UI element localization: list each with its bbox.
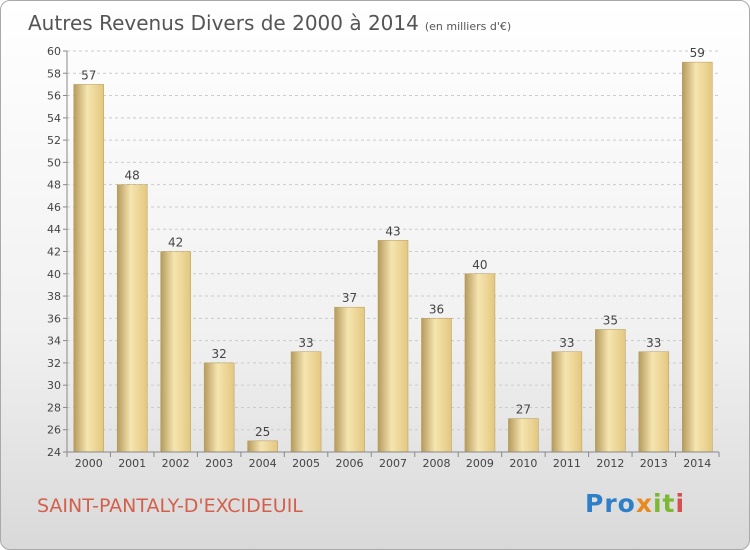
data-label-2003: 32 — [211, 347, 226, 361]
y-tick-label: 52 — [47, 134, 61, 147]
x-tick-label-2009: 2009 — [466, 457, 494, 470]
x-tick-label-2001: 2001 — [118, 457, 146, 470]
bar-2001 — [116, 184, 148, 453]
bar-2002 — [160, 251, 191, 453]
y-tick-label: 44 — [47, 223, 61, 236]
x-tick-label-2007: 2007 — [379, 457, 407, 470]
y-tick-label: 48 — [47, 179, 61, 192]
y-tick-label: 24 — [47, 446, 61, 459]
x-tick-label-2004: 2004 — [249, 457, 277, 470]
bar-2005 — [290, 351, 322, 453]
logo-part-it: it — [652, 489, 676, 518]
y-tick-label: 58 — [47, 67, 61, 80]
y-tick-label: 30 — [47, 379, 61, 392]
location-label: SAINT-PANTALY-D'EXCIDEUIL — [37, 495, 303, 517]
x-tick-label-2003: 2003 — [205, 457, 233, 470]
x-tick-label-2006: 2006 — [336, 457, 364, 470]
data-label-2011: 33 — [559, 336, 574, 350]
y-tick-label: 46 — [47, 201, 61, 214]
x-tick-label-2013: 2013 — [640, 457, 668, 470]
x-tick-label-2000: 2000 — [75, 457, 103, 470]
data-label-2001: 48 — [125, 169, 140, 183]
chart-subtitle: (en milliers d'€) — [424, 20, 512, 33]
bar-2012 — [595, 329, 626, 453]
bar-2013 — [638, 351, 670, 453]
bar-2003 — [203, 362, 235, 453]
data-label-2009: 40 — [472, 258, 487, 272]
bar-2008 — [421, 318, 452, 453]
x-tick-label-2002: 2002 — [162, 457, 190, 470]
bar-2011 — [551, 351, 583, 453]
bar-2014 — [682, 61, 713, 453]
logo-part-i: i — [675, 489, 686, 518]
x-tick-label-2011: 2011 — [553, 457, 581, 470]
x-tick-label-2014: 2014 — [683, 457, 711, 470]
data-label-2007: 43 — [385, 224, 400, 238]
y-tick-label: 32 — [47, 357, 61, 370]
x-tick-label-2008: 2008 — [422, 457, 450, 470]
data-label-2005: 33 — [298, 336, 313, 350]
chart-title-text: Autres Revenus Divers de 2000 à 2014 — [28, 11, 419, 35]
logo-part-pro: Pro — [585, 489, 636, 518]
data-label-2012: 35 — [603, 313, 618, 327]
y-tick-label: 54 — [47, 112, 61, 125]
data-label-2002: 42 — [168, 236, 183, 250]
data-label-2008: 36 — [429, 302, 444, 316]
data-label-2010: 27 — [516, 403, 531, 417]
y-tick-label: 56 — [47, 90, 61, 103]
data-label-2014: 59 — [690, 46, 705, 60]
bar-2007 — [377, 240, 409, 453]
x-tick-label-2012: 2012 — [596, 457, 624, 470]
bar-2000 — [73, 84, 104, 453]
data-label-2013: 33 — [646, 336, 661, 350]
bar-2004 — [247, 440, 278, 453]
bar-2006 — [334, 306, 365, 453]
logo-part-x: x — [635, 489, 653, 518]
y-tick-label: 42 — [47, 246, 61, 259]
x-tick-label-2005: 2005 — [292, 457, 320, 470]
y-tick-label: 38 — [47, 290, 61, 303]
bars: 57 48 42 32 25 33 37 43 36 40 27 33 35 33 59 — [73, 46, 713, 453]
y-tick-label: 26 — [47, 424, 61, 437]
proxiti-logo: Proxiti — [585, 489, 685, 518]
chart-title: Autres Revenus Divers de 2000 à 2014 (en … — [28, 11, 511, 35]
y-tick-label: 28 — [47, 401, 61, 414]
axes: 24 26 28 30 32 34 36 38 40 42 44 46 48 50 52 54 56 58 60 20… — [47, 45, 720, 470]
data-label-2000: 57 — [81, 68, 96, 82]
y-tick-label: 50 — [47, 156, 61, 169]
x-tick-label-2010: 2010 — [509, 457, 537, 470]
bar-2010 — [508, 418, 539, 453]
y-tick-label: 60 — [47, 45, 61, 58]
data-label-2006: 37 — [342, 291, 357, 305]
data-label-2004: 25 — [255, 425, 270, 439]
y-tick-label: 36 — [47, 312, 61, 325]
y-tick-label: 34 — [47, 335, 61, 348]
bar-2009 — [464, 273, 496, 453]
y-tick-label: 40 — [47, 268, 61, 281]
